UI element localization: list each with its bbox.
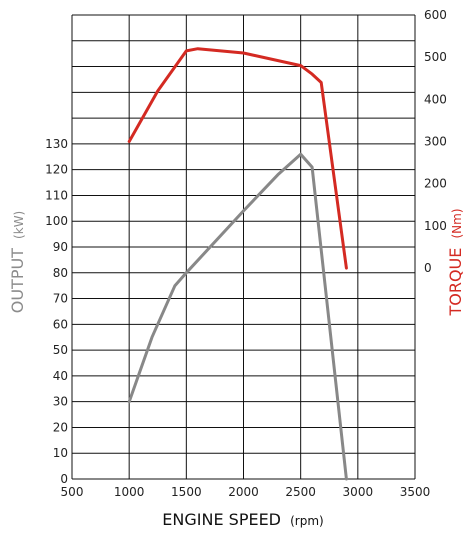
output-tick-label: 70 — [53, 292, 68, 306]
x-axis-title: ENGINE SPEED (rpm) — [162, 510, 323, 529]
torque-tick-label: 400 — [424, 92, 447, 106]
x-tick-label: 1500 — [171, 485, 202, 499]
output-curve — [127, 152, 348, 481]
output-tick-label: 40 — [53, 369, 68, 383]
torque-tick-label: 500 — [424, 50, 447, 64]
output-tick-label: 90 — [53, 240, 68, 254]
torque-tick-label: 600 — [424, 8, 447, 22]
series-lines — [127, 47, 348, 481]
torque-axis-title: TORQUE (Nm) — [446, 208, 465, 316]
output-tick-label: 0 — [60, 472, 68, 486]
x-tick-label: 2000 — [228, 485, 259, 499]
x-tick-label: 500 — [61, 485, 84, 499]
output-axis-title: OUTPUT (kW) — [8, 211, 27, 314]
x-axis-ticks: 500 1000 1500 2000 2500 3000 3500 — [61, 485, 431, 499]
x-tick-label: 3500 — [400, 485, 431, 499]
output-axis-ticks: 0 10 20 30 40 50 60 70 80 90 100 110 120 130 — [45, 137, 68, 486]
output-tick-label: 60 — [53, 317, 68, 331]
torque-tick-label: 100 — [424, 219, 447, 233]
output-tick-label: 20 — [53, 420, 68, 434]
torque-tick-label: 0 — [424, 261, 432, 275]
torque-axis-ticks: 0 100 200 300 400 500 600 — [424, 8, 447, 275]
output-tick-label: 50 — [53, 343, 68, 357]
torque-tick-label: 300 — [424, 135, 447, 149]
output-tick-label: 120 — [45, 163, 68, 177]
torque-tick-label: 200 — [424, 177, 447, 191]
output-tick-label: 30 — [53, 395, 68, 409]
output-tick-label: 110 — [45, 188, 68, 202]
output-tick-label: 80 — [53, 266, 68, 280]
x-tick-label: 1000 — [114, 485, 145, 499]
x-tick-label: 3000 — [343, 485, 374, 499]
output-tick-label: 130 — [45, 137, 68, 151]
torque-curve — [127, 47, 348, 270]
output-tick-label: 100 — [45, 214, 68, 228]
x-tick-label: 2500 — [285, 485, 316, 499]
output-tick-label: 10 — [53, 446, 68, 460]
grid — [71, 14, 416, 480]
